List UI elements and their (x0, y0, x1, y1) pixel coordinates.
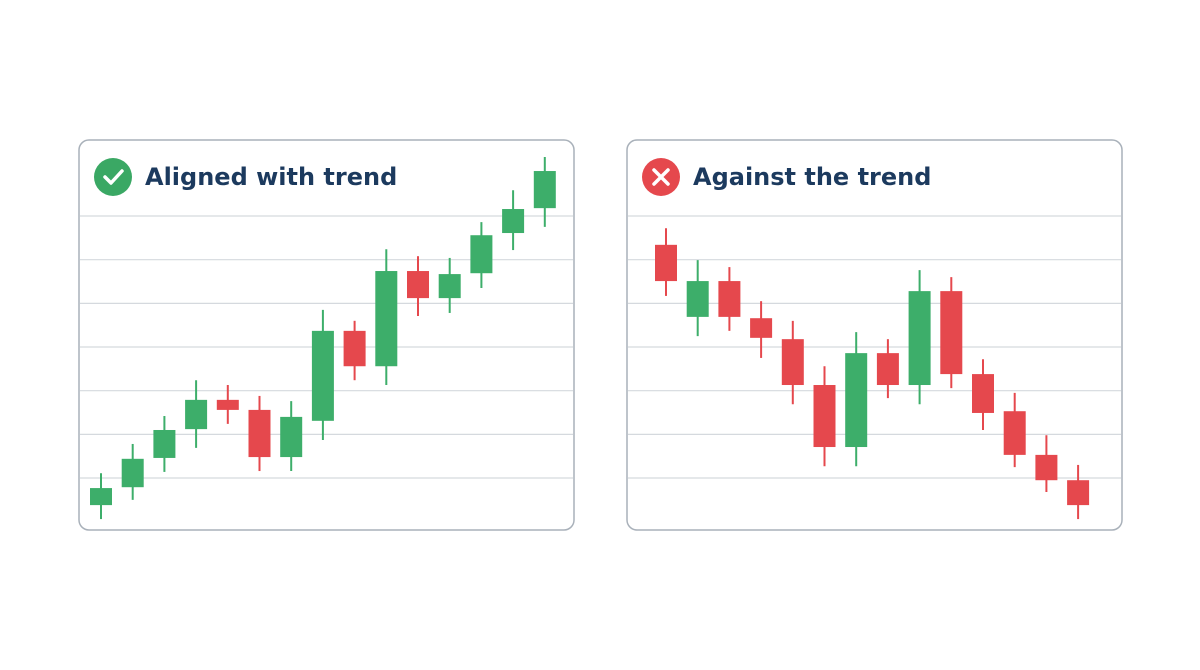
candle-body (876, 353, 899, 386)
candle-body (90, 488, 112, 506)
chart-panel: Against the trend (626, 139, 1123, 531)
candle-body (940, 291, 963, 375)
panel-title: Aligned with trend (145, 163, 397, 191)
candle-body (311, 330, 334, 421)
candle-body (1035, 454, 1058, 481)
candle-body (438, 274, 461, 299)
candle-body (533, 171, 556, 209)
check-mark (103, 169, 124, 185)
candle-body (972, 374, 994, 413)
candle-body (216, 399, 239, 410)
candle-body (375, 271, 398, 367)
candle-body (845, 353, 868, 448)
cross-mark (652, 168, 670, 186)
candle-body (908, 291, 931, 386)
candle-body (781, 339, 804, 386)
candle-body (1067, 480, 1090, 506)
candle-body (718, 281, 741, 317)
candle-body (248, 409, 271, 458)
candle-body (686, 281, 709, 317)
panel-title: Against the trend (693, 163, 931, 191)
candle-body (750, 318, 773, 338)
candle-body (280, 416, 303, 458)
candle-body (343, 330, 366, 367)
candle-body (153, 429, 176, 458)
candle-body (470, 235, 493, 274)
candle-body (1003, 411, 1026, 455)
status-icon (94, 158, 132, 196)
candle-body (502, 209, 525, 234)
candle-body (655, 244, 677, 282)
candle-body (121, 458, 144, 488)
panel-frame (626, 139, 1123, 531)
candle-body (407, 271, 429, 299)
chart-panel: Aligned with trend (78, 139, 575, 531)
candle-body (185, 399, 208, 430)
candle-body (813, 385, 836, 448)
